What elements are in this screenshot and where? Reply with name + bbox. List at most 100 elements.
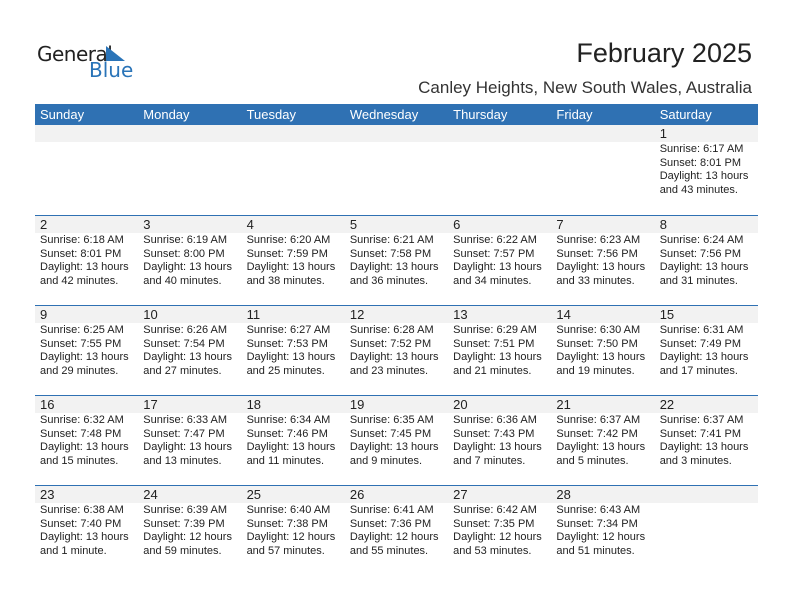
sunset: Sunset: 7:49 PM: [659, 337, 742, 350]
daylight: Daylight: 13 hours: [40, 531, 129, 543]
day-number: 27: [453, 487, 468, 502]
daylight: Daylight: 13 hours: [349, 261, 439, 273]
day-cell: 15 Sunrise: 6:31 AM Sunset: 7:49 PM Daylig…: [655, 306, 758, 378]
sunrise: Sunrise: 6:35 AM: [349, 414, 434, 426]
day-number: 6: [453, 217, 461, 232]
daylight-minutes: and 38 minutes.: [246, 274, 325, 287]
day-number: 17: [143, 397, 158, 412]
daylight: Daylight: 13 hours: [453, 261, 542, 273]
day-cell: 11 Sunrise: 6:27 AM Sunset: 7:53 PM Daylig…: [242, 306, 345, 378]
day-cell: 10 Sunrise: 6:26 AM Sunset: 7:54 PM Daylig…: [138, 306, 241, 378]
daylight: Daylight: 13 hours: [246, 441, 336, 453]
day-cell: 27 Sunrise: 6:42 AM Sunset: 7:35 PM Daylig…: [448, 486, 551, 558]
daylight-minutes: and 33 minutes.: [556, 274, 635, 287]
daylight-minutes: and 3 minutes.: [659, 454, 732, 467]
weekday-monday: Monday: [143, 107, 190, 122]
daylight: Daylight: 13 hours: [143, 441, 232, 453]
empty-cell: [551, 125, 654, 197]
daylight: Daylight: 13 hours: [349, 351, 439, 363]
sunset: Sunset: 7:56 PM: [556, 247, 638, 260]
sunset: Sunset: 7:57 PM: [453, 247, 535, 260]
sunset: Sunset: 7:50 PM: [556, 337, 638, 350]
day-cell: 9 Sunrise: 6:25 AM Sunset: 7:55 PM Dayligh…: [35, 306, 138, 378]
day-cell: 2 Sunrise: 6:18 AM Sunset: 8:01 PM Dayligh…: [35, 216, 138, 288]
daylight-minutes: and 34 minutes.: [453, 274, 532, 287]
daylight: Daylight: 13 hours: [246, 351, 336, 363]
day-cell: 25 Sunrise: 6:40 AM Sunset: 7:38 PM Daylig…: [242, 486, 345, 558]
empty-cell: [345, 125, 448, 197]
weekday-thursday: Thursday: [453, 107, 508, 122]
daylight-minutes: and 23 minutes.: [349, 364, 429, 377]
sunrise: Sunrise: 6:29 AM: [453, 324, 537, 336]
daylight-minutes: and 27 minutes.: [143, 364, 222, 377]
sunset: Sunset: 8:00 PM: [143, 247, 225, 260]
daylight: Daylight: 13 hours: [556, 441, 646, 453]
logo-triangle-icon: [106, 46, 125, 61]
location-subtitle: Canley Heights, New South Wales, Austral…: [418, 78, 752, 97]
week-row: 23 Sunrise: 6:38 AM Sunset: 7:40 PM Daylig…: [35, 485, 758, 575]
sunset: Sunset: 7:59 PM: [246, 247, 328, 260]
daylight-minutes: and 55 minutes.: [349, 544, 429, 557]
day-number: 26: [349, 487, 365, 502]
sunset: Sunset: 8:01 PM: [40, 247, 122, 260]
daylight: Daylight: 13 hours: [40, 441, 129, 453]
day-cell: 23 Sunrise: 6:38 AM Sunset: 7:40 PM Daylig…: [35, 486, 138, 558]
day-cell: 26 Sunrise: 6:41 AM Sunset: 7:36 PM Daylig…: [345, 486, 448, 558]
day-number: 13: [453, 307, 468, 322]
sunrise: Sunrise: 6:43 AM: [556, 504, 641, 516]
sunrise: Sunrise: 6:38 AM: [40, 504, 124, 516]
sunrise: Sunrise: 6:22 AM: [453, 234, 537, 246]
day-number: 16: [40, 397, 55, 412]
sunrise: Sunrise: 6:37 AM: [556, 414, 641, 426]
day-cell: 16 Sunrise: 6:32 AM Sunset: 7:48 PM Daylig…: [35, 396, 138, 468]
daylight-minutes: and 17 minutes.: [659, 364, 738, 377]
daylight: Daylight: 12 hours: [453, 531, 542, 543]
sunrise: Sunrise: 6:41 AM: [349, 504, 434, 516]
daylight-minutes: and 25 minutes.: [246, 364, 325, 377]
day-number: 24: [143, 487, 158, 502]
daylight-minutes: and 59 minutes.: [143, 544, 222, 557]
day-number-band: [35, 486, 758, 503]
empty-cell: [448, 125, 551, 197]
day-number: 2: [40, 217, 48, 232]
sunrise: Sunrise: 6:21 AM: [349, 234, 434, 246]
daylight-minutes: and 57 minutes.: [246, 544, 325, 557]
sunset: Sunset: 7:55 PM: [40, 337, 122, 350]
day-number: 21: [556, 397, 571, 412]
sunrise: Sunrise: 6:18 AM: [40, 234, 124, 246]
sunset: Sunset: 7:41 PM: [659, 427, 742, 440]
daylight-minutes: and 11 minutes.: [246, 454, 325, 467]
weekday-sunday: Sunday: [40, 107, 85, 122]
day-cell: 8 Sunrise: 6:24 AM Sunset: 7:56 PM Dayligh…: [655, 216, 758, 288]
day-cell: 28 Sunrise: 6:43 AM Sunset: 7:34 PM Daylig…: [551, 486, 654, 558]
daylight-minutes: and 53 minutes.: [453, 544, 532, 557]
day-number: 14: [556, 307, 571, 322]
sunrise: Sunrise: 6:28 AM: [349, 324, 434, 336]
sunrise: Sunrise: 6:26 AM: [143, 324, 228, 336]
day-cell: 24 Sunrise: 6:39 AM Sunset: 7:39 PM Daylig…: [138, 486, 241, 558]
sunrise: Sunrise: 6:39 AM: [143, 504, 228, 516]
logo-word-blue: Blue: [89, 58, 134, 82]
day-number: 28: [556, 487, 571, 502]
sunset: Sunset: 7:34 PM: [556, 517, 638, 530]
day-number: 15: [659, 307, 675, 322]
day-cell: 22 Sunrise: 6:37 AM Sunset: 7:41 PM Daylig…: [655, 396, 758, 468]
page-title: February 2025: [576, 38, 752, 68]
sunrise: Sunrise: 6:33 AM: [143, 414, 228, 426]
daylight-minutes: and 36 minutes.: [349, 274, 429, 287]
day-cell: 6 Sunrise: 6:22 AM Sunset: 7:57 PM Dayligh…: [448, 216, 551, 288]
sunset: Sunset: 7:42 PM: [556, 427, 638, 440]
sunset: Sunset: 7:46 PM: [246, 427, 328, 440]
sunrise: Sunrise: 6:24 AM: [659, 234, 744, 246]
day-number-band: [35, 125, 758, 142]
daylight-minutes: and 40 minutes.: [143, 274, 222, 287]
day-number: 7: [556, 217, 564, 232]
daylight: Daylight: 13 hours: [349, 441, 439, 453]
daylight: Daylight: 13 hours: [556, 261, 646, 273]
sunset: Sunset: 7:47 PM: [143, 427, 225, 440]
weekday-tuesday: Tuesday: [246, 107, 296, 122]
sunset: Sunset: 7:54 PM: [143, 337, 225, 350]
sunrise: Sunrise: 6:20 AM: [246, 234, 331, 246]
week-row: 9 Sunrise: 6:25 AM Sunset: 7:55 PM Dayligh…: [35, 305, 758, 395]
sunset: Sunset: 7:45 PM: [349, 427, 432, 440]
